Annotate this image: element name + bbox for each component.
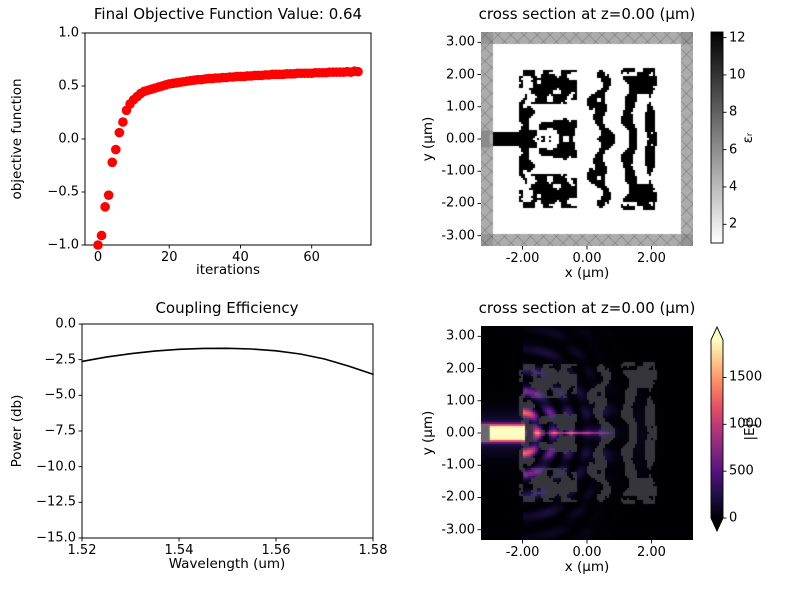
eps-xlabel: x (μm) [564, 265, 610, 281]
power-xlabel: Wavelength (um) [168, 556, 286, 572]
ytick-label: 0.0 [55, 316, 76, 332]
ytick-label: 0.00 [446, 131, 475, 147]
field-colorbar-tick-label: 1500 [729, 369, 763, 385]
field-colorbar-tick-label: 500 [729, 463, 754, 479]
xtick-label: 1.58 [358, 543, 388, 558]
xtick-label: 1.56 [261, 543, 291, 558]
ytick-label: 0.5 [58, 78, 79, 94]
objective-xlabel: iterations [195, 262, 261, 278]
ytick-label: 0.0 [58, 131, 79, 147]
eps-colorbar-tick-label: 2 [729, 216, 738, 232]
eps-colorbar [710, 31, 724, 244]
objective-ylabel: objective function [9, 78, 25, 200]
ytick-label: −7.5 [44, 423, 76, 439]
xtick-label: 2.00 [636, 251, 666, 266]
power-plot-title: Coupling Efficiency [155, 299, 299, 317]
ytick-label: 3.00 [446, 328, 475, 344]
ytick-label: −1.0 [47, 237, 79, 253]
eps-colorbar-tick-label: 10 [729, 67, 746, 83]
ytick-label: -1.00 [441, 457, 475, 473]
field-colorbar-tick-label: 0 [729, 510, 738, 526]
xtick-label: 1.52 [67, 543, 97, 558]
xtick-label: 2.00 [636, 545, 666, 560]
permittivity-heatmap [481, 32, 693, 246]
ytick-label: 1.00 [446, 99, 475, 115]
xtick-label: 60 [303, 250, 320, 265]
ytick-label: 1.0 [58, 25, 79, 41]
ytick-label: −2.5 [44, 352, 76, 368]
objective-plot-title: Final Objective Function Value: 0.64 [93, 5, 363, 23]
ytick-label: 0.00 [446, 425, 475, 441]
field-intensity-heatmap [481, 326, 693, 540]
eps-ylabel: y (μm) [420, 116, 436, 162]
ytick-label: -3.00 [441, 228, 475, 244]
xtick-label: 1.54 [164, 543, 194, 558]
ytick-label: −15.0 [36, 530, 76, 546]
xtick-label: -2.00 [505, 545, 540, 560]
power-ylabel: Power (db) [9, 394, 25, 468]
field-ylabel: y (μm) [420, 410, 436, 456]
field-plot-title: cross section at z=0.00 (μm) [478, 299, 696, 317]
ytick-label: -1.00 [441, 163, 475, 179]
field-colorbar [710, 325, 724, 533]
field-colorbar-tick-label: 1000 [729, 416, 763, 432]
xtick-label: -2.00 [505, 251, 540, 266]
eps-colorbar-tick-label: 8 [729, 104, 738, 120]
field-xlabel: x (μm) [564, 559, 610, 575]
ytick-label: −10.0 [36, 459, 76, 475]
axes-and-data [78, 32, 727, 544]
ytick-label: -3.00 [441, 522, 475, 538]
ytick-label: 2.00 [446, 67, 475, 83]
eps-colorbar-label: εᵣ [740, 132, 756, 144]
ytick-label: 2.00 [446, 361, 475, 377]
xtick-label: 0 [93, 250, 103, 265]
eps-colorbar-tick-label: 6 [729, 142, 738, 158]
ytick-label: -2.00 [441, 489, 475, 505]
ytick-label: 1.00 [446, 393, 475, 409]
ytick-label: −12.5 [36, 494, 76, 510]
ytick-label: -2.00 [441, 195, 475, 211]
ytick-label: 3.00 [446, 34, 475, 50]
eps-plot-title: cross section at z=0.00 (μm) [478, 5, 696, 23]
eps-colorbar-tick-label: 12 [729, 30, 746, 46]
ytick-label: −5.0 [44, 387, 76, 403]
xtick-label: 40 [232, 250, 249, 265]
xtick-label: 0.00 [572, 545, 602, 560]
xtick-label: 0.00 [572, 251, 602, 266]
xtick-label: 20 [160, 250, 178, 265]
eps-colorbar-tick-label: 4 [729, 179, 738, 195]
ytick-label: −0.5 [47, 184, 79, 200]
